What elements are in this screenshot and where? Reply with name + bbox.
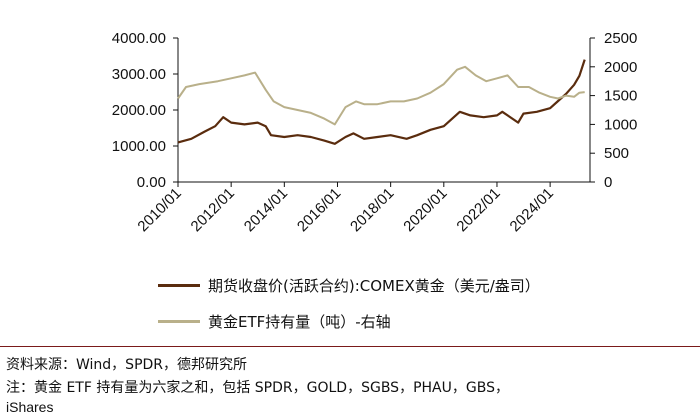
axis-ticks: 0.00 1000.00 2000.00 3000.00 4000.00 0 500 1000… <box>112 30 638 235</box>
right-y-tick-label: 500 <box>604 145 629 162</box>
footer-divider <box>0 346 700 347</box>
right-y-tick-label: 2000 <box>604 59 637 76</box>
x-tick-label: 2014/01 <box>241 185 291 235</box>
right-y-tick-label: 1500 <box>604 88 637 105</box>
right-y-tick-label: 2500 <box>604 30 637 47</box>
series-line-gold-price <box>177 59 586 145</box>
series-line-etf-holdings <box>177 65 585 126</box>
x-tick-label: 2024/01 <box>507 185 557 235</box>
x-tick-label: 2016/01 <box>294 185 344 235</box>
legend-swatch-etf-holdings <box>158 320 200 323</box>
left-y-tick-label: 2000.00 <box>112 102 166 119</box>
dual-axis-line-chart: 0.00 1000.00 2000.00 3000.00 4000.00 0 500 1000… <box>112 30 638 235</box>
footnote-line-1: 注：黄金 ETF 持有量为六家之和，包括 SPDR，GOLD，SGBS，PHAU… <box>6 380 509 396</box>
legend-item-gold-price: 期货收盘价(活跃合约):COMEX黄金（美元/盎司） <box>158 275 540 296</box>
x-tick-label: 2012/01 <box>188 185 238 235</box>
left-y-tick-label: 1000.00 <box>112 138 166 155</box>
right-y-tick-label: 1000 <box>604 116 637 133</box>
x-tick-label: 2018/01 <box>347 185 397 235</box>
left-y-tick-label: 0.00 <box>137 174 166 191</box>
source-note: 资料来源：Wind，SPDR，德邦研究所 <box>6 357 248 373</box>
legend-item-etf-holdings: 黄金ETF持有量（吨）-右轴 <box>158 311 391 332</box>
legend-label-gold-price: 期货收盘价(活跃合约):COMEX黄金（美元/盎司） <box>208 277 540 295</box>
series-lines <box>177 59 586 145</box>
x-tick-label: 2022/01 <box>453 185 503 235</box>
x-tick-label: 2020/01 <box>400 185 450 235</box>
left-y-tick-label: 4000.00 <box>112 30 166 47</box>
x-tick-label: 2010/01 <box>134 185 184 235</box>
legend-label-etf-holdings: 黄金ETF持有量（吨）-右轴 <box>208 313 391 331</box>
legend-swatch-gold-price <box>158 284 200 287</box>
footnote-line-2: iShares <box>6 399 54 415</box>
left-y-tick-label: 3000.00 <box>112 66 166 83</box>
plot-area <box>177 38 591 183</box>
right-y-tick-label: 0 <box>604 174 612 191</box>
